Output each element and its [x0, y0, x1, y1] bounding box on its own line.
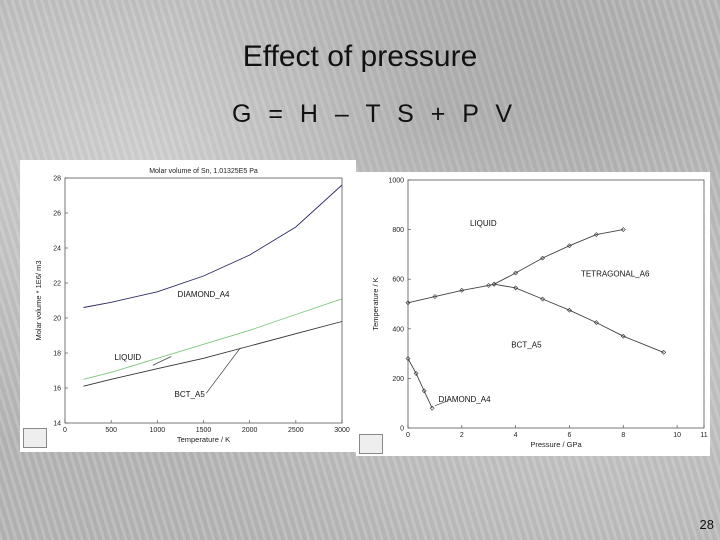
data-point-marker: [413, 371, 419, 376]
plot-frame: [64, 177, 343, 424]
x-tick-label: 4: [514, 432, 518, 439]
x-tick-label: 500: [105, 427, 117, 434]
annotation-leader-line: [152, 356, 172, 366]
gibbs-formula: G = H – T S + P V: [232, 100, 518, 128]
data-point-marker: [593, 232, 599, 237]
slide-title: Effect of pressure: [242, 40, 478, 73]
y-tick-label: 18: [53, 351, 61, 358]
phase-diagram-chart: 0 2 4 6 8 10 11 0 200 400 600 800 1000 Pressure / GPa…: [356, 172, 710, 456]
annotation-label: BCT_A5: [511, 340, 542, 349]
y-tick-label: 600: [392, 277, 404, 284]
y-tick-label: 22: [53, 281, 61, 288]
y-tick-label: 14: [53, 421, 61, 428]
annotation-label: TETRAGONAL_A6: [581, 270, 650, 279]
data-point-marker: [405, 300, 411, 306]
data-point-marker: [486, 282, 492, 288]
y-tick-label: 800: [392, 227, 404, 234]
software-logo-icon: [359, 434, 383, 454]
data-point-marker: [459, 287, 465, 293]
annotation-leader-line: [205, 347, 241, 394]
data-point-marker: [567, 243, 572, 249]
x-tick-label: 10: [673, 432, 681, 439]
software-logo-icon: [23, 428, 47, 448]
annotation-label: LIQUID: [470, 219, 497, 228]
data-point-marker: [593, 320, 599, 326]
data-point-marker: [513, 285, 519, 291]
x-tick-label: 0: [63, 427, 67, 434]
y-tick-label: 20: [53, 316, 61, 323]
x-tick-label: 2000: [242, 427, 258, 434]
molar-volume-chart-svg: Molar volume of Sn, 1.01325E5 Pa 0 500 1000…: [34, 168, 350, 444]
y-tick-label: 1000: [388, 178, 404, 185]
data-point-marker: [405, 356, 411, 361]
series-line-0-1: [83, 298, 343, 380]
x-axis-label: Temperature / K: [177, 435, 230, 444]
data-point-marker: [421, 388, 427, 394]
x-tick-label: 6: [568, 432, 572, 439]
data-point-marker: [540, 296, 545, 302]
x-tick-label: 2: [460, 432, 464, 439]
data-point-marker: [620, 333, 626, 339]
data-point-marker: [567, 307, 572, 313]
data-point-marker: [429, 405, 435, 411]
x-tick-label: 1500: [196, 427, 212, 434]
x-tick-label: 8: [621, 432, 625, 439]
y-tick-label: 400: [392, 326, 404, 333]
x-axis-label: Pressure / GPa: [530, 440, 582, 449]
data-point-marker: [540, 255, 545, 261]
annotation-leader-line: [434, 400, 449, 407]
y-tick-label: 24: [53, 246, 61, 253]
annotation-label: BCT_A5: [175, 390, 206, 399]
annotation-label: DIAMOND_A4: [177, 290, 230, 299]
y-tick-label: 200: [392, 376, 404, 383]
y-axis-label: Molar volume * 1E6/ m3: [34, 260, 43, 340]
molar-volume-chart: Molar volume of Sn, 1.01325E5 Pa 0 500 1000…: [20, 160, 356, 452]
series-line-1-1: [494, 283, 664, 353]
x-tick-label: 11: [700, 432, 707, 439]
plot-frame: [407, 179, 705, 429]
chart-title: Molar volume of Sn, 1.01325E5 Pa: [149, 168, 258, 175]
unused-guide: [486, 233, 513, 285]
data-point-marker: [620, 227, 626, 233]
data-point-marker: [661, 349, 667, 355]
data-point-marker: [513, 270, 519, 276]
x-tick-label: 0: [406, 432, 410, 439]
x-tick-label: 3000: [334, 427, 350, 434]
series-line-1-0: [407, 229, 624, 304]
series-line-1-2: [407, 358, 433, 409]
x-tick-label: 1000: [150, 427, 166, 434]
data-point-marker: [491, 281, 497, 287]
y-tick-label: 26: [53, 211, 61, 218]
series-line-0-0: [83, 184, 343, 308]
y-tick-label: 28: [53, 176, 61, 183]
annotation-label: DIAMOND_A4: [439, 395, 492, 404]
data-point-marker: [432, 294, 438, 299]
x-tick-label: 2500: [288, 427, 304, 434]
series-line-0-2: [83, 321, 343, 387]
y-axis-label: Temperature / K: [371, 277, 380, 330]
y-tick-label: 16: [53, 386, 61, 393]
y-tick-label: 0: [400, 426, 404, 433]
annotation-label: LIQUID: [114, 353, 141, 362]
page-number: 28: [699, 517, 714, 532]
phase-diagram-chart-svg: 0 2 4 6 8 10 11 0 200 400 600 800 1000 Pressure / GPa…: [371, 178, 708, 450]
